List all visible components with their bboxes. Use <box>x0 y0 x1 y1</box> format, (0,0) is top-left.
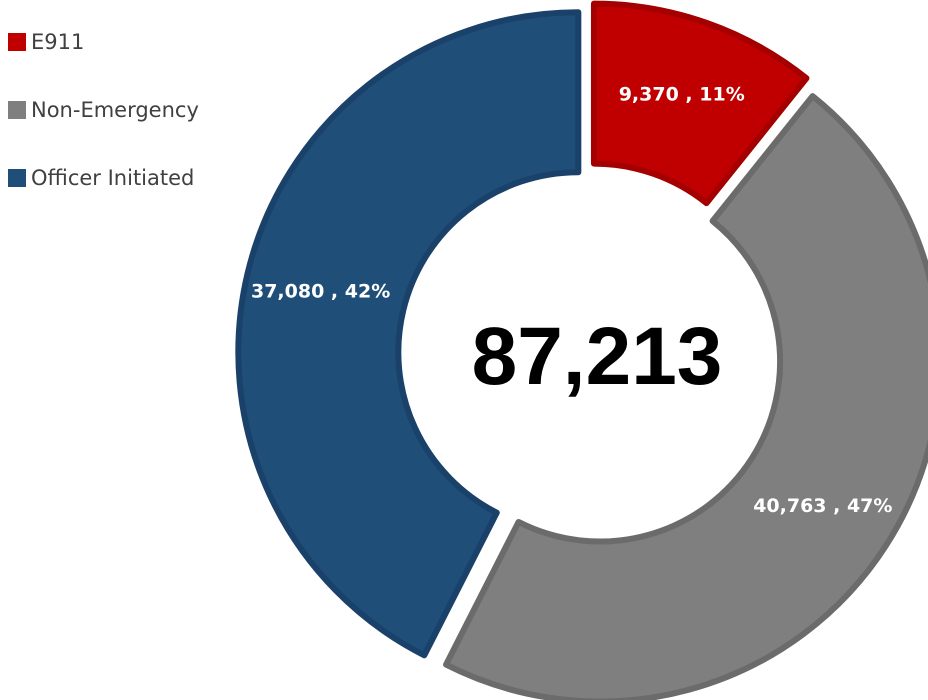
legend-swatch-officer-initiated <box>8 169 26 187</box>
legend-swatch-non-emergency <box>8 101 26 119</box>
legend-swatch-e911 <box>8 33 26 51</box>
donut-slices <box>235 0 928 700</box>
legend-label-officer-initiated: Officer Initiated <box>31 166 195 190</box>
legend: E911 Non-Emergency Officer Initiated <box>8 30 199 234</box>
slice-e911 <box>590 0 810 207</box>
legend-label-e911: E911 <box>31 30 85 54</box>
legend-item-e911: E911 <box>8 30 199 54</box>
slice-label-officer-initiated: 37,080 , 42% <box>251 280 390 302</box>
legend-item-officer-initiated: Officer Initiated <box>8 166 199 190</box>
legend-label-non-emergency: Non-Emergency <box>31 98 199 122</box>
slice-label-non-emergency: 40,763 , 47% <box>753 495 892 517</box>
slice-non-emergency <box>443 93 928 700</box>
legend-item-non-emergency: Non-Emergency <box>8 98 199 122</box>
slice-officer-initiated <box>235 9 582 659</box>
slice-labels: 9,370 , 11% 40,763 , 47% 37,080 , 42% <box>251 84 892 517</box>
center-total-label: 87,213 <box>472 311 723 402</box>
slice-label-e911: 9,370 , 11% <box>619 84 745 106</box>
